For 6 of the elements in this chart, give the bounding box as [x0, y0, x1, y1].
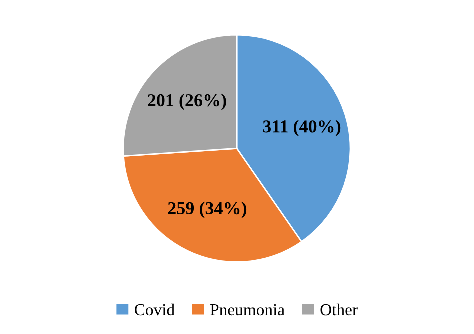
legend-label: Other — [320, 304, 358, 316]
legend-label: Pneumonia — [210, 304, 285, 316]
legend-label: Covid — [135, 304, 175, 316]
data-label: 311 (40%) — [263, 120, 341, 136]
data-label: 201 (26%) — [148, 94, 226, 110]
data-label: 259 (34%) — [168, 202, 247, 218]
